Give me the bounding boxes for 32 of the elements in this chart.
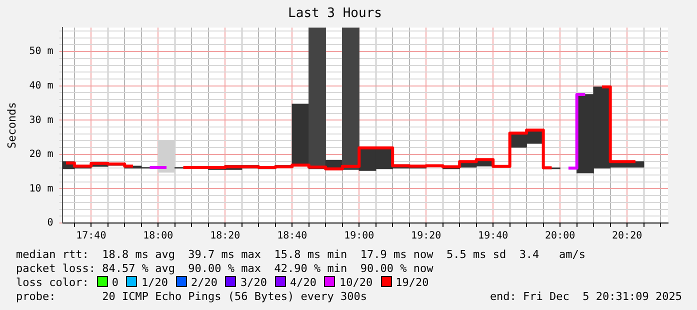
x-tick-label: 19:20 (411, 230, 442, 242)
y-tick-label: 40 m (29, 80, 54, 92)
x-tick-label: 19:40 (478, 230, 508, 242)
legend-label: 4/20 (290, 276, 316, 289)
legend-title: loss color: (16, 276, 89, 289)
bar (308, 28, 326, 170)
y-tick-label: 20 m (29, 149, 54, 160)
legend-label: 19/20 (396, 276, 429, 289)
text: end: Fri Dec 5 20:31:09 2025 (490, 290, 682, 304)
text: packet loss: 84.57 % avg 90.00 % max 42.90 % min 90.00 % now (16, 262, 434, 276)
x-tick-label: 18:40 (277, 230, 308, 242)
x-tick-label: 18:00 (143, 230, 174, 242)
y-tick-label: 50 m (29, 46, 54, 58)
y-tick-label: 10 m (29, 183, 54, 194)
legend-label: 1/20 (141, 276, 168, 289)
legend-label: 0 (112, 276, 118, 289)
legend-label: 3/20 (240, 276, 267, 289)
x-tick-label: 17:40 (76, 230, 106, 242)
text: median rtt: 18.8 ms avg 39.7 ms max 15.8 ms min 17.9 ms now 5.5 ms sd 3.4 am/s (16, 248, 587, 262)
x-tick-label: 18:20 (210, 230, 240, 242)
x-tick-label: 19:00 (344, 230, 374, 242)
y-tick-label: 0 (47, 218, 54, 229)
chart-title: Last 3 Hours (288, 6, 382, 22)
x-tick-label: 20:20 (612, 230, 642, 242)
legend-label: 10/20 (339, 276, 373, 289)
x-tick-label: 20:00 (545, 230, 576, 242)
text: probe: 20 ICMP Echo Pings (56 Bytes) every 300s (16, 290, 367, 303)
bar (342, 28, 360, 170)
legend-label: 2/20 (190, 276, 218, 289)
y-tick-label: 30 m (29, 114, 54, 126)
bar (292, 104, 310, 166)
y-axis-title: Seconds (5, 102, 18, 148)
